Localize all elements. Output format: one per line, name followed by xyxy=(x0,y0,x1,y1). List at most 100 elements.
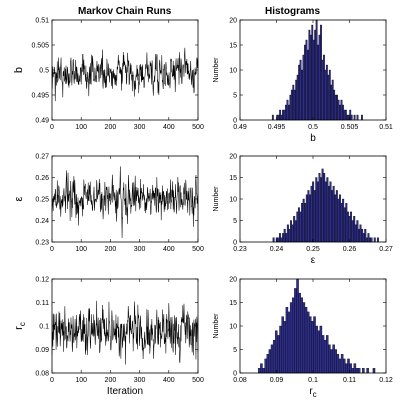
hist-rc-bar xyxy=(306,311,310,374)
hist-b-bar xyxy=(334,94,337,121)
hist-rc-bar xyxy=(330,349,333,374)
hist-eps-bar xyxy=(312,181,315,243)
hist-b-ytick-label: 20 xyxy=(229,18,237,25)
hist-rc-bar xyxy=(283,321,287,374)
hist-eps-bar xyxy=(304,203,307,243)
hist-b-bar xyxy=(317,44,320,121)
hist-b-bar xyxy=(325,64,328,121)
trace-eps-ytick-label: 0.23 xyxy=(35,240,49,247)
trace-eps-xtick-label: 0 xyxy=(50,246,54,253)
hist-eps-bar xyxy=(277,237,280,243)
hist-eps-bar xyxy=(356,220,359,243)
hist-eps-bar xyxy=(323,173,326,243)
hist-eps-ytick-label: 5 xyxy=(233,218,237,225)
hist-b-bar xyxy=(361,114,363,121)
hist-rc-ytick-label: 5 xyxy=(233,347,237,354)
hist-b-ytick-label: 0 xyxy=(233,118,237,125)
trace-rc-ytick-label: 0.11 xyxy=(36,300,49,307)
trace-eps-xtick-label: 400 xyxy=(163,246,175,253)
hist-rc-bar xyxy=(266,354,270,374)
hist-eps-bar xyxy=(335,190,338,243)
hist-rc-bar xyxy=(289,302,293,374)
hist-b-bar xyxy=(306,49,309,121)
trace-rc-ylabel: rc xyxy=(13,322,27,330)
hist-rc-xlabel-subscript: c xyxy=(313,390,317,399)
hist-eps-bar xyxy=(320,177,323,243)
hist-rc-bar xyxy=(353,363,357,374)
hist-rc-bar xyxy=(260,363,263,374)
hist-eps-bar xyxy=(350,211,353,243)
hist-rc-bar xyxy=(345,363,348,374)
hist-eps-bar xyxy=(345,203,348,243)
hist-eps-bar xyxy=(316,181,319,243)
hist-eps-bar xyxy=(362,233,365,243)
hist-rc-ytick-label: 0 xyxy=(233,371,237,378)
trace-rc-xlabel: Iteration xyxy=(107,386,143,397)
hist-eps-bar xyxy=(376,237,379,243)
trace-b-xtick-label: 100 xyxy=(75,124,87,131)
trace-eps-xtick-label: 100 xyxy=(75,246,87,253)
hist-eps-bar xyxy=(272,237,275,243)
hist-eps-bar xyxy=(329,181,332,243)
hist-rc-bar xyxy=(287,311,291,374)
trace-eps-ylabel: ε xyxy=(13,196,25,201)
hist-rc-bar xyxy=(326,335,329,374)
hist-b-bar xyxy=(320,24,322,121)
hist-rc-bar xyxy=(268,349,272,374)
hist-b-bar xyxy=(290,89,293,121)
hist-b-bar xyxy=(304,44,306,121)
hist-eps-bar xyxy=(288,228,291,243)
trace-b-ytick-label: 0.505 xyxy=(31,43,49,50)
hist-eps-ytick-label: 15 xyxy=(229,175,237,182)
hist-b-bar xyxy=(343,109,346,121)
hist-b-bar xyxy=(298,64,301,121)
hist-rc-bar xyxy=(313,316,316,374)
hist-eps-bar xyxy=(370,237,373,243)
trace-b-ytick-label: 0.51 xyxy=(35,18,49,25)
hist-eps-bar xyxy=(307,190,310,243)
hist-rc-ytick-label: 15 xyxy=(229,300,237,307)
hist-rc-bar xyxy=(311,321,314,374)
hist-rc-xtick-label: 0.08 xyxy=(233,377,247,384)
hist-eps-xtick-label: 0.24 xyxy=(270,246,284,253)
trace-b-xtick-label: 300 xyxy=(134,124,146,131)
hist-b-bar xyxy=(333,89,336,121)
hist-eps-bar xyxy=(369,237,371,243)
hist-b-ytick-label: 5 xyxy=(233,93,237,100)
hist-eps-xtick-label: 0.25 xyxy=(306,246,320,253)
hist-rc-bar xyxy=(272,339,276,374)
hist-eps-bar xyxy=(326,177,329,243)
hist-eps-bar xyxy=(324,181,327,243)
hist-rc-bar xyxy=(264,358,267,374)
hist-eps-ylabel: Number xyxy=(213,186,220,212)
hist-rc-bar xyxy=(321,335,325,374)
hist-eps-bar xyxy=(291,224,294,243)
trace-eps-xtick-label: 500 xyxy=(192,246,204,253)
hist-b-bar xyxy=(337,99,340,121)
hist-rc-bar xyxy=(319,325,323,374)
hist-rc-bar xyxy=(258,368,261,374)
hist-b-bar xyxy=(315,19,318,121)
hist-rc-bar xyxy=(309,316,312,374)
hist-b-bar xyxy=(328,69,331,121)
hist-eps-ytick-label: 20 xyxy=(229,154,237,161)
hist-eps-bar xyxy=(364,228,367,243)
hist-b-bar xyxy=(308,29,311,121)
hist-eps-xtick-label: 0.26 xyxy=(343,246,357,253)
hist-eps-bar xyxy=(315,177,318,243)
trace-b-xtick-label: 200 xyxy=(105,124,117,131)
trace-rc-ytick-label: 0.08 xyxy=(35,371,49,378)
hist-b-bar xyxy=(336,94,338,121)
hist-b-bar xyxy=(330,84,333,121)
hist-b-bar xyxy=(282,109,284,121)
hist-eps-ytick-label: 0 xyxy=(233,240,237,247)
hist-rc-bar xyxy=(334,349,337,374)
hist-rc-xtick-label: 0.1 xyxy=(308,377,318,384)
hist-eps-bar xyxy=(346,211,349,243)
hist-eps-bar xyxy=(351,220,354,243)
hist-eps-bar xyxy=(305,194,308,243)
hist-b-bar xyxy=(280,114,283,121)
hist-rc-bar xyxy=(366,368,369,374)
hist-b-bar xyxy=(295,79,298,121)
hist-eps-bar xyxy=(301,203,304,243)
